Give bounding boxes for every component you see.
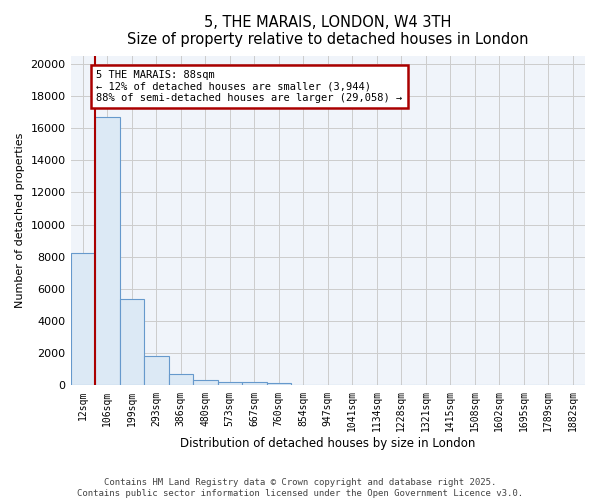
- Bar: [119, 298, 144, 386]
- Bar: [242, 382, 266, 386]
- Text: Contains HM Land Registry data © Crown copyright and database right 2025.
Contai: Contains HM Land Registry data © Crown c…: [77, 478, 523, 498]
- X-axis label: Distribution of detached houses by size in London: Distribution of detached houses by size …: [180, 437, 475, 450]
- Bar: [193, 380, 218, 386]
- Bar: [218, 382, 242, 386]
- Bar: [95, 116, 119, 386]
- Text: 5 THE MARAIS: 88sqm
← 12% of detached houses are smaller (3,944)
88% of semi-det: 5 THE MARAIS: 88sqm ← 12% of detached ho…: [96, 70, 403, 103]
- Title: 5, THE MARAIS, LONDON, W4 3TH
Size of property relative to detached houses in Lo: 5, THE MARAIS, LONDON, W4 3TH Size of pr…: [127, 15, 529, 48]
- Bar: [144, 356, 169, 386]
- Bar: [71, 254, 95, 386]
- Bar: [169, 374, 193, 386]
- Bar: [266, 383, 291, 386]
- Y-axis label: Number of detached properties: Number of detached properties: [15, 133, 25, 308]
